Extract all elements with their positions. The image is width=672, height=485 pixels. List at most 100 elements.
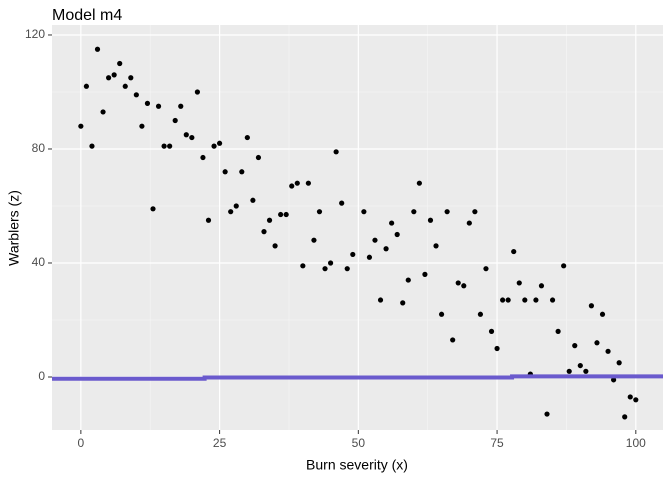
- x-tick-label: 0: [78, 436, 85, 450]
- point: [89, 143, 95, 149]
- point: [372, 237, 378, 243]
- point: [106, 75, 112, 81]
- point: [566, 368, 572, 374]
- point: [361, 209, 367, 215]
- point: [572, 343, 578, 349]
- point: [322, 266, 328, 272]
- point: [83, 83, 90, 89]
- point: [383, 246, 389, 252]
- point: [100, 109, 106, 115]
- point: [577, 362, 583, 369]
- point: [311, 237, 317, 243]
- point: [627, 394, 633, 400]
- point: [500, 297, 506, 303]
- point: [416, 180, 422, 186]
- point: [366, 254, 373, 260]
- point: [616, 360, 622, 366]
- point: [216, 140, 223, 146]
- y-axis-title: Warblers (z): [6, 190, 22, 266]
- point: [350, 251, 356, 258]
- point: [128, 75, 134, 81]
- point: [172, 117, 178, 124]
- point: [122, 83, 128, 89]
- point: [161, 143, 167, 149]
- x-tick-label: 75: [490, 436, 504, 450]
- point: [167, 143, 173, 149]
- point: [594, 340, 600, 346]
- point: [555, 328, 561, 334]
- point: [394, 231, 400, 238]
- point: [405, 277, 411, 283]
- point: [516, 280, 522, 286]
- point: [305, 180, 311, 186]
- point: [183, 132, 189, 138]
- point: [611, 377, 617, 383]
- point: [411, 209, 417, 215]
- plot-panel: [52, 25, 663, 430]
- point: [561, 263, 567, 269]
- point: [222, 169, 228, 175]
- point: [250, 197, 256, 203]
- point: [139, 123, 145, 129]
- point: [261, 229, 267, 235]
- fit-line: [52, 374, 663, 381]
- point: [444, 209, 450, 215]
- point: [239, 169, 245, 175]
- point: [455, 280, 461, 286]
- point: [94, 46, 101, 52]
- point: [272, 243, 278, 249]
- point: [144, 100, 151, 106]
- point: [633, 397, 639, 403]
- point: [588, 303, 595, 309]
- point: [422, 271, 428, 277]
- point: [178, 103, 184, 109]
- point: [111, 72, 117, 78]
- point: [283, 211, 289, 218]
- point: [278, 211, 284, 218]
- point: [133, 92, 139, 98]
- y-tick-label: 40: [32, 255, 46, 269]
- point: [400, 300, 406, 306]
- point: [511, 248, 517, 255]
- point: [583, 368, 589, 374]
- point: [466, 220, 472, 226]
- point: [194, 89, 200, 95]
- point: [522, 297, 528, 303]
- point: [344, 266, 350, 272]
- point: [427, 217, 434, 223]
- point: [333, 149, 339, 155]
- point: [339, 200, 345, 206]
- point: [549, 297, 556, 303]
- chart-title: Model m4: [52, 7, 122, 24]
- point: [433, 243, 439, 249]
- point: [377, 297, 384, 303]
- point: [483, 266, 489, 272]
- x-tick-label: 25: [213, 436, 227, 450]
- point: [544, 411, 550, 417]
- point: [211, 143, 217, 149]
- point: [327, 260, 334, 266]
- y-tick-label: 80: [32, 141, 46, 155]
- point: [533, 297, 539, 303]
- point: [488, 328, 495, 334]
- point: [389, 220, 395, 226]
- point: [438, 311, 445, 317]
- point: [200, 154, 206, 161]
- point: [477, 311, 484, 317]
- point: [472, 209, 478, 215]
- point: [255, 154, 262, 161]
- y-tick-label: 0: [38, 369, 45, 383]
- x-tick-label: 50: [352, 436, 366, 450]
- point: [316, 209, 323, 215]
- point: [622, 414, 628, 420]
- point: [300, 263, 306, 269]
- point: [189, 134, 195, 141]
- point: [150, 206, 156, 212]
- point: [233, 203, 239, 209]
- point: [461, 283, 467, 289]
- point: [155, 103, 162, 109]
- point: [450, 337, 456, 343]
- point: [78, 123, 84, 129]
- point: [605, 348, 611, 354]
